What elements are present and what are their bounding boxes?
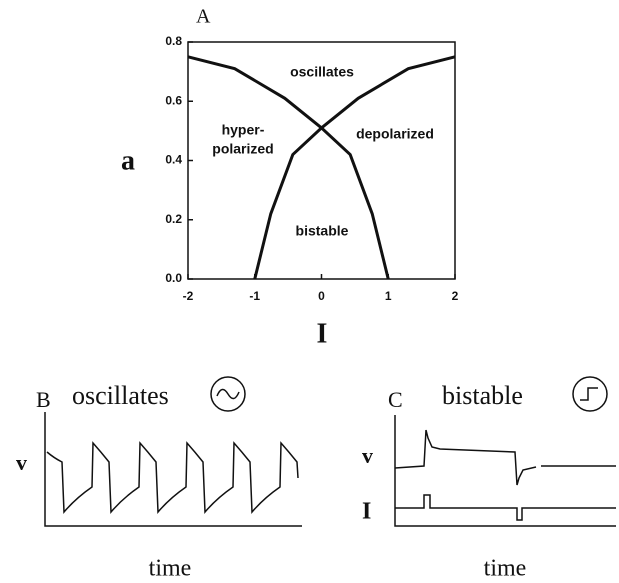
x-tick-label: 1 — [385, 289, 392, 303]
panel-title: oscillates — [72, 381, 169, 410]
trace — [395, 494, 616, 521]
icon — [580, 387, 598, 401]
boundary-line — [253, 55, 456, 280]
y-tick-label: 0.0 — [165, 271, 182, 285]
x-tick-label: -2 — [183, 289, 194, 303]
trace — [394, 429, 616, 486]
panel-label: A — [196, 6, 211, 28]
panel-title: bistable — [442, 381, 523, 410]
x-tick-label: 0 — [318, 289, 325, 303]
y-tick-label: 0.4 — [165, 153, 182, 167]
panel-label: B — [36, 387, 51, 412]
y-axis-label: v — [16, 450, 27, 475]
trace — [46, 441, 299, 514]
x-axis-label: time — [484, 556, 527, 582]
region-label: polarized — [212, 141, 273, 157]
x-tick-label: 2 — [452, 289, 459, 303]
icon — [210, 376, 246, 412]
y-tick-label: 0.2 — [165, 212, 182, 226]
region-label: oscillates — [290, 64, 354, 80]
axes — [44, 412, 302, 527]
region-label: depolarized — [356, 126, 434, 142]
y-tick-label: 0.8 — [165, 34, 182, 48]
y-axis-label: I — [362, 499, 371, 525]
y-axis-label: v — [362, 443, 373, 468]
region-label: hyper- — [222, 122, 265, 138]
x-axis-label: time — [149, 556, 192, 582]
axes — [394, 415, 616, 527]
panel-label: C — [388, 387, 403, 412]
icon — [216, 388, 240, 400]
region-label: bistable — [296, 223, 349, 239]
y-axis-label: a — [121, 145, 135, 176]
x-axis-label: I — [317, 318, 328, 349]
icon — [572, 376, 608, 412]
x-tick-label: -1 — [249, 289, 260, 303]
y-tick-label: 0.6 — [165, 93, 182, 107]
